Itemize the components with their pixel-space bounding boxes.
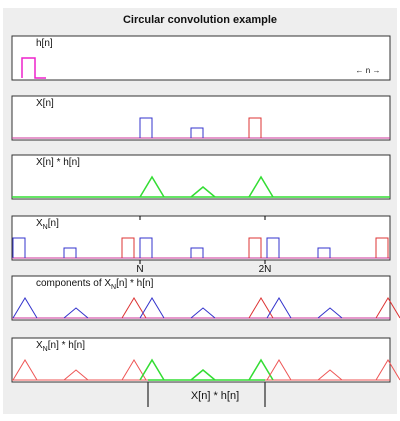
pulse bbox=[121, 237, 135, 258]
pulse bbox=[190, 127, 204, 138]
label-sub: N bbox=[43, 224, 48, 231]
triangle bbox=[139, 175, 165, 198]
triangle bbox=[317, 307, 343, 319]
title: Circular convolution example bbox=[123, 14, 277, 26]
triangle bbox=[63, 369, 89, 381]
marker-label: N bbox=[136, 264, 143, 275]
panel bbox=[11, 215, 391, 261]
panel-label: XN[n] * h[n] bbox=[36, 340, 85, 353]
panel-label: X[n] bbox=[36, 98, 54, 109]
label-rest: [n] bbox=[48, 218, 59, 229]
triangle bbox=[375, 359, 400, 381]
panel-label: XN[n] bbox=[36, 218, 59, 231]
pulse bbox=[190, 247, 204, 258]
triangle bbox=[12, 297, 38, 319]
label-rest: [n] * h[n] bbox=[48, 340, 85, 351]
triangle bbox=[12, 359, 38, 381]
pulse bbox=[375, 237, 389, 258]
triangle bbox=[317, 369, 343, 381]
pulse bbox=[248, 237, 262, 258]
axis-note: ← n → bbox=[356, 66, 381, 75]
triangle bbox=[375, 297, 400, 319]
label-sub: N bbox=[43, 346, 48, 353]
panel bbox=[11, 275, 391, 321]
label-base: X bbox=[36, 340, 43, 351]
pulse bbox=[248, 117, 262, 138]
triangle bbox=[248, 358, 274, 381]
label-rest: [n] * h[n] bbox=[116, 278, 153, 289]
panel-label: X[n] * h[n] bbox=[36, 157, 80, 168]
triangle bbox=[139, 358, 165, 381]
label-base: components of X bbox=[36, 278, 111, 289]
triangle bbox=[190, 186, 216, 198]
panel-label: h[n] bbox=[36, 38, 53, 49]
pulse bbox=[139, 237, 153, 258]
marker-label: 2N bbox=[259, 264, 272, 275]
triangle bbox=[63, 307, 89, 319]
panel bbox=[11, 35, 391, 81]
triangle bbox=[266, 297, 292, 319]
triangle bbox=[121, 297, 147, 319]
panel bbox=[11, 154, 391, 200]
triangle bbox=[248, 297, 274, 319]
pulse bbox=[21, 57, 46, 79]
label-base: X bbox=[36, 218, 43, 229]
triangle bbox=[190, 369, 216, 381]
pulse bbox=[63, 247, 77, 258]
panel bbox=[11, 337, 391, 383]
triangle bbox=[139, 297, 165, 319]
footer-label: X[n] * h[n] bbox=[191, 390, 239, 402]
pulse bbox=[266, 237, 280, 258]
label-sub: N bbox=[111, 284, 116, 291]
pulse bbox=[12, 237, 26, 258]
panel bbox=[11, 95, 391, 141]
triangle bbox=[121, 359, 147, 381]
panel-label: components of XN[n] * h[n] bbox=[36, 278, 154, 291]
triangle bbox=[190, 307, 216, 319]
triangle bbox=[266, 359, 292, 381]
triangle bbox=[248, 175, 274, 198]
pulse bbox=[317, 247, 331, 258]
pulse bbox=[139, 117, 153, 138]
